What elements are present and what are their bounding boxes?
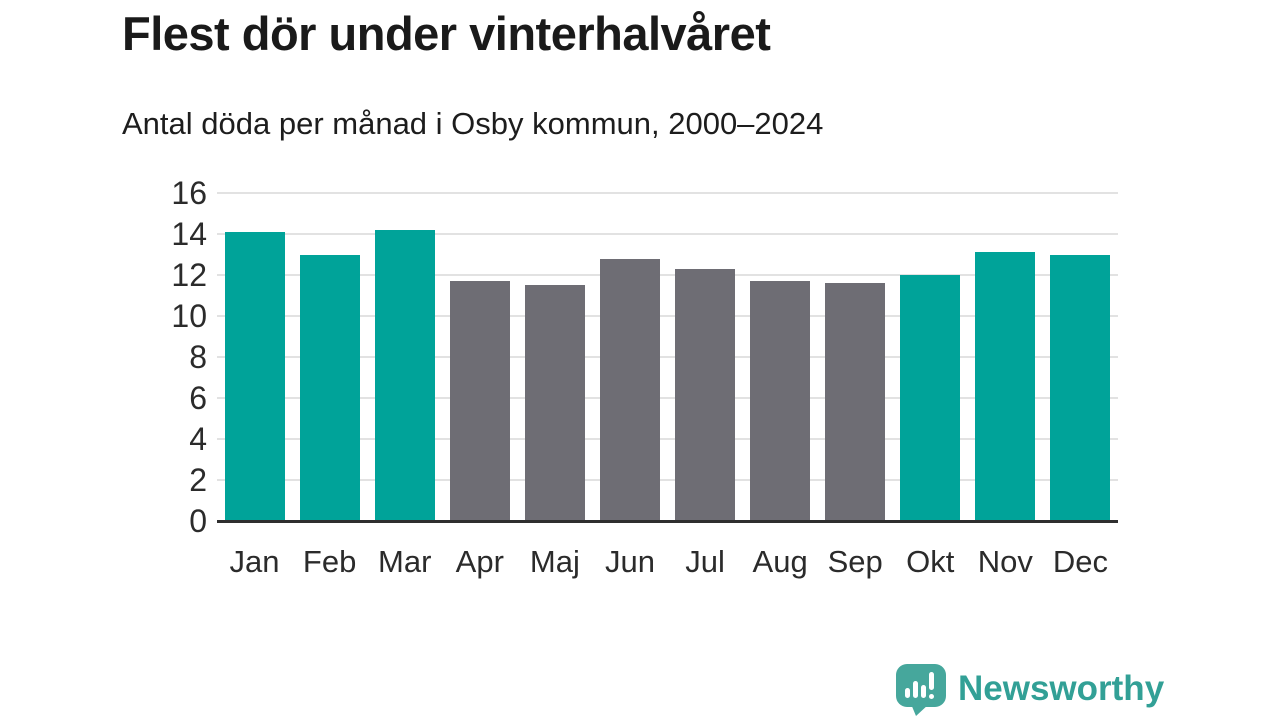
- bar-okt: [900, 275, 961, 521]
- gridline-y6: [217, 397, 1118, 399]
- x-axis-tick-label-jul: Jul: [685, 544, 725, 579]
- x-axis-tick-label-feb: Feb: [302, 544, 357, 579]
- bar-jul: [675, 268, 736, 521]
- bar-jun: [599, 258, 660, 521]
- x-axis-tick-label-okt: Okt: [906, 544, 955, 579]
- newsworthy-logo-text: Newsworthy: [958, 669, 1165, 708]
- x-axis-tick-label-maj: Maj: [529, 544, 580, 579]
- x-axis-tick-label-dec: Dec: [1052, 544, 1109, 579]
- y-axis-tick-label-10: 10: [171, 298, 207, 334]
- bar-sep: [825, 283, 886, 521]
- x-axis-tick-label-sep: Sep: [827, 544, 883, 579]
- y-axis-tick-label-0: 0: [189, 503, 207, 539]
- y-axis-tick-label-8: 8: [189, 339, 207, 375]
- y-axis-tick-label-16: 16: [171, 175, 207, 211]
- y-axis-tick-label-2: 2: [189, 462, 207, 498]
- x-axis-tick-label-mar: Mar: [378, 544, 432, 579]
- bar-chart-plot-area: 0 2 4 6 8 10 12 14 16 Jan Feb Mar Apr Maj Jun Jul Aug Sep…: [171, 177, 1118, 579]
- x-axis-tick-label-jan: Jan: [229, 544, 280, 579]
- x-axis-tick-label-aug: Aug: [752, 544, 808, 579]
- chart-title: Flest dör under vinterhalvåret: [122, 7, 771, 60]
- bar-feb: [299, 254, 360, 521]
- chart-subtitle: Antal döda per månad i Osby kommun, 2000…: [122, 106, 824, 141]
- bar-maj: [524, 285, 585, 521]
- gridline-y4: [217, 438, 1118, 440]
- gridline-y2: [217, 479, 1118, 481]
- gridline-y14: [217, 233, 1118, 235]
- bar-jan: [224, 231, 285, 521]
- gridline-y10: [217, 315, 1118, 317]
- gridline-y16: [217, 192, 1118, 194]
- y-axis-tick-label-4: 4: [189, 421, 207, 457]
- bar-aug: [750, 281, 811, 521]
- x-axis-line: [217, 520, 1118, 523]
- bar-dec: [1050, 254, 1111, 521]
- newsworthy-bar-chart-bubble-icon: [896, 664, 946, 716]
- y-axis-tick-label-12: 12: [171, 257, 207, 293]
- gridline-y8: [217, 356, 1118, 358]
- y-axis-tick-label-6: 6: [189, 380, 207, 416]
- bar-apr: [449, 281, 510, 521]
- x-axis-tick-label-nov: Nov: [977, 544, 1033, 579]
- bar-nov: [975, 252, 1036, 521]
- newsworthy-logo: Newsworthy: [896, 664, 1164, 716]
- bar-mar: [374, 229, 435, 521]
- y-axis-tick-label-14: 14: [171, 216, 207, 252]
- x-axis-tick-label-jun: Jun: [604, 544, 655, 579]
- x-axis-tick-label-apr: Apr: [455, 544, 504, 579]
- gridline-y12: [217, 274, 1118, 276]
